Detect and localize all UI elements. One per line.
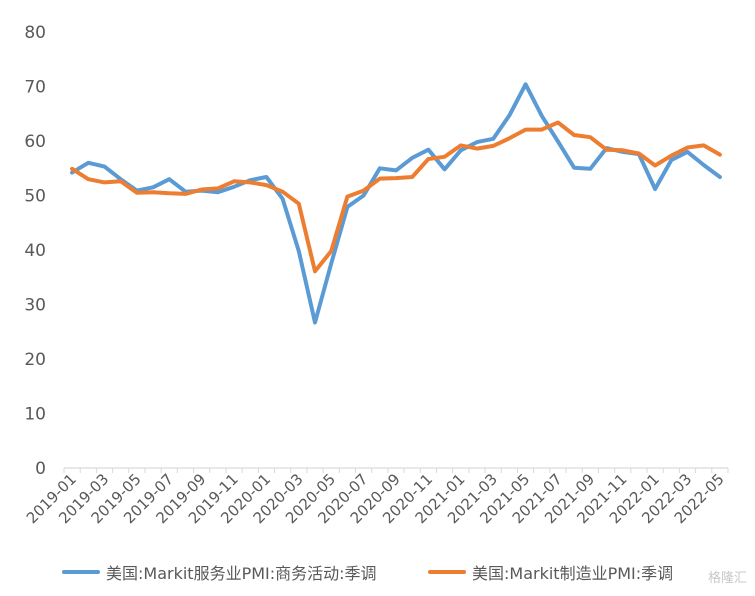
y-axis-ticks: 0 10 20 30 40 50 60 70 80 (24, 23, 46, 479)
y-tick-label: 20 (24, 350, 46, 370)
x-axis (63, 467, 729, 473)
series-line-services (70, 82, 722, 325)
y-tick-label: 10 (24, 405, 46, 425)
x-axis-ticks: 2019-012019-032019-052019-072019-092019-… (23, 470, 728, 527)
legend-label-manufacturing: 美国:Markit制造业PMI:季调 (472, 564, 674, 583)
y-tick-label: 70 (24, 78, 46, 98)
watermark-logo: 格隆汇 (707, 571, 747, 586)
y-tick-label: 50 (24, 187, 46, 207)
legend-label-services: 美国:Markit服务业PMI:商务活动:季调 (106, 564, 377, 583)
y-tick-label: 30 (24, 296, 46, 316)
legend-swatch-manufacturing (428, 570, 466, 574)
legend-swatch-services (62, 570, 100, 574)
series-line-manufacturing (70, 120, 722, 274)
y-tick-label: 40 (24, 241, 46, 261)
series-lines (70, 82, 722, 325)
y-tick-label: 80 (24, 23, 46, 43)
legend-item-services: 美国:Markit服务业PMI:商务活动:季调 (62, 560, 377, 584)
y-tick-label: 0 (35, 459, 46, 479)
y-tick-label: 60 (24, 132, 46, 152)
legend-item-manufacturing: 美国:Markit制造业PMI:季调 (428, 560, 673, 584)
